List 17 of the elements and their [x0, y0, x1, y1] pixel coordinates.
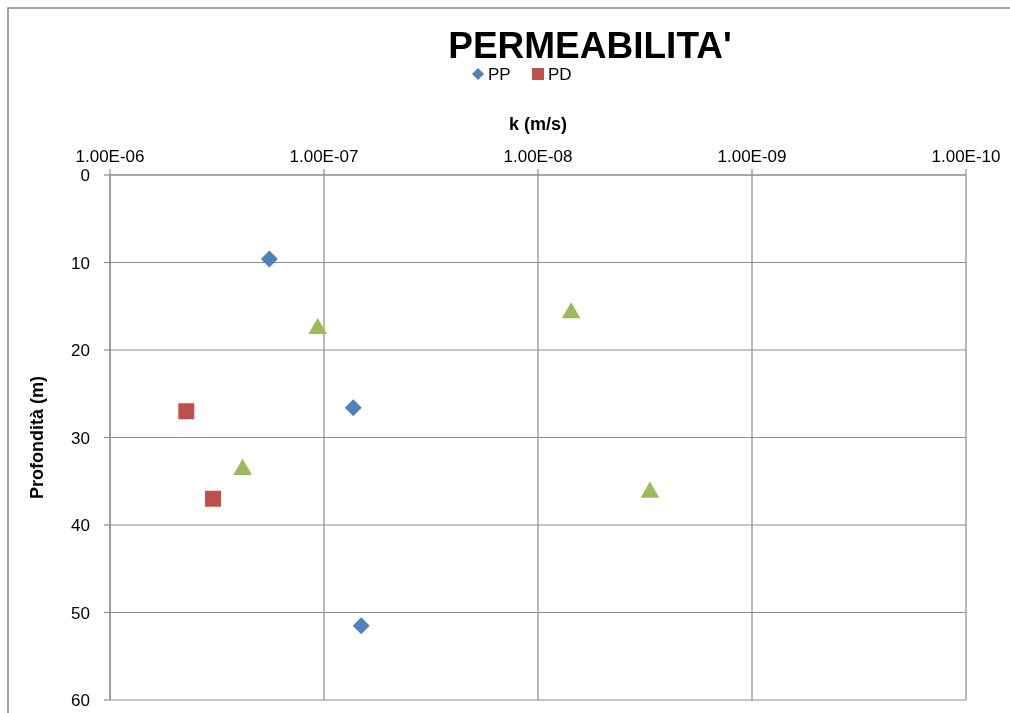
legend-label: PD — [548, 65, 572, 84]
y-tick-label: 40 — [71, 516, 90, 535]
y-tick-label: 30 — [71, 428, 90, 448]
y-axis-title: Profondità (m) — [27, 376, 47, 499]
x-tick-label: 1.00E-06 — [75, 147, 145, 166]
chart-title: PERMEABILITA' — [448, 25, 732, 66]
y-tick-label: 60 — [71, 691, 90, 710]
y-tick-label: 0 — [80, 166, 90, 185]
x-tick-label: 1.00E-08 — [503, 147, 573, 166]
x-tick-label: 1.00E-09 — [717, 147, 787, 166]
y-tick-label: 20 — [71, 341, 90, 360]
x-tick-label: 1.00E-10 — [931, 147, 1001, 166]
y-tick-label: 10 — [71, 253, 90, 273]
x-axis-title: k (m/s) — [508, 114, 568, 134]
legend-label: PP — [488, 65, 511, 84]
x-tick-label: 1.00E-07 — [289, 147, 359, 166]
y-tick-label: 50 — [71, 603, 90, 623]
